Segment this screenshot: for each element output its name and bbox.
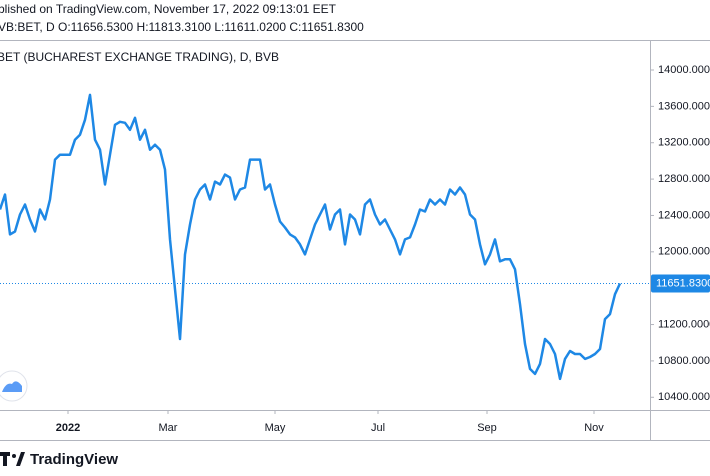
y-tick-label: 12000.0000 bbox=[658, 246, 710, 258]
y-tick-label: 12800.0000 bbox=[658, 173, 710, 185]
symbol-line: VB:BET, D O:11656.5300 H:11813.3100 L:11… bbox=[0, 20, 364, 34]
x-tick-label: Jul bbox=[371, 422, 385, 434]
brand: TradingView bbox=[0, 451, 118, 468]
y-tick-label: 12400.0000 bbox=[658, 209, 710, 221]
last-price-label: 11651.8300 bbox=[656, 277, 710, 289]
brand-name: TradingView bbox=[30, 451, 118, 468]
last-price-badge bbox=[651, 274, 710, 293]
x-tick-label: Mar bbox=[159, 422, 178, 434]
y-tick-label: 14000.0000 bbox=[658, 64, 710, 76]
x-tick-label: Sep bbox=[477, 422, 497, 434]
price-line bbox=[0, 93, 622, 381]
chart-title: BET (BUCHAREST EXCHANGE TRADING), D, BVB bbox=[0, 50, 279, 64]
x-tick-label: May bbox=[265, 422, 286, 434]
y-tick-label: 10800.0000 bbox=[658, 355, 710, 367]
y-tick-label: 10400.0000 bbox=[658, 391, 710, 403]
y-tick-label: 11200.0000 bbox=[658, 318, 710, 330]
x-tick-label: Nov bbox=[584, 422, 604, 434]
watermark-logo bbox=[0, 370, 28, 402]
published-line: blished on TradingView.com, November 17,… bbox=[0, 2, 337, 16]
x-tick-label: 2022 bbox=[56, 422, 80, 434]
y-tick-label: 13600.0000 bbox=[658, 100, 710, 112]
y-tick-label: 13200.0000 bbox=[658, 137, 710, 149]
